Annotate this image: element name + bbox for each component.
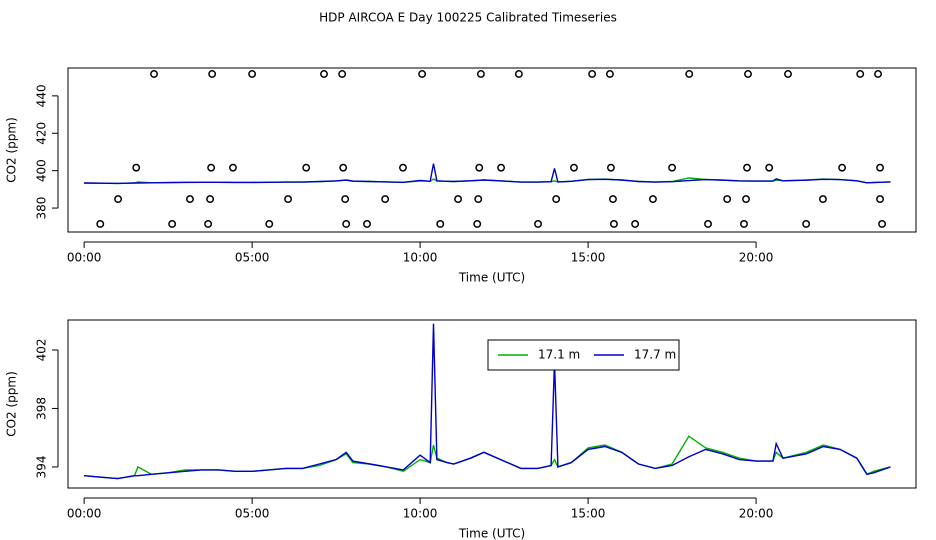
calibration-point <box>206 195 215 204</box>
calibration-point <box>818 195 827 204</box>
calibration-point <box>874 70 882 78</box>
calibration-point <box>838 163 847 172</box>
x-tick-label: 05:00 <box>235 251 270 265</box>
calibration-point <box>363 220 371 228</box>
legend-label: 17.1 m <box>538 348 580 362</box>
calibration-point <box>878 220 887 228</box>
calibration-point <box>474 195 483 204</box>
calibration-point <box>476 70 485 78</box>
calibration-point <box>668 163 677 172</box>
x-tick-label: 15:00 <box>571 507 606 521</box>
calibration-point <box>606 163 615 172</box>
calibration-point <box>339 163 348 172</box>
y-tick-label: 398 <box>35 397 49 420</box>
calibration-point <box>570 163 578 172</box>
x-tick-label: 00:00 <box>67 507 102 521</box>
plot-frame <box>67 319 917 489</box>
x-axis-title: Time (UTC) <box>458 271 525 285</box>
x-tick-label: 15:00 <box>571 251 606 265</box>
calibration-point <box>342 220 351 228</box>
y-tick-label: 402 <box>35 339 49 362</box>
x-tick-label: 20:00 <box>739 507 774 521</box>
x-tick-label: 20:00 <box>739 251 774 265</box>
y-tick-label: 420 <box>35 122 49 145</box>
calibration-point <box>497 163 506 172</box>
calibration-point <box>784 70 792 78</box>
y-tick-label: 440 <box>35 84 49 107</box>
calibration-point <box>265 220 274 228</box>
calibration-point <box>765 163 774 172</box>
calibration-point <box>856 70 865 78</box>
y-tick-label: 400 <box>35 159 49 182</box>
calibration-point <box>114 195 123 204</box>
x-tick-label: 10:00 <box>403 251 438 265</box>
legend-label: 17.7 m <box>634 348 676 362</box>
y-axis-title: CO2 (ppm) <box>5 371 19 437</box>
calibration-point <box>320 70 328 78</box>
calibration-point <box>876 163 885 172</box>
calibration-point <box>207 163 216 172</box>
calibration-point <box>740 220 748 228</box>
calibration-point <box>723 195 732 204</box>
series-line <box>84 163 891 185</box>
calibration-point <box>229 163 237 172</box>
calibration-point <box>552 195 561 204</box>
calibration-point <box>208 70 217 78</box>
calibration-point <box>685 70 694 78</box>
calibration-point <box>418 70 427 78</box>
calibration-point <box>704 220 712 228</box>
calibration-point <box>338 70 347 78</box>
y-tick-label: 380 <box>35 197 49 220</box>
calibration-point <box>302 163 311 172</box>
calibration-point <box>454 195 463 204</box>
calibration-point <box>381 195 390 204</box>
calibration-point <box>475 163 484 172</box>
calibration-point <box>802 220 811 228</box>
calibration-point <box>132 163 141 172</box>
calibration-point <box>744 70 752 78</box>
calibration-point <box>631 220 640 228</box>
calibration-point <box>150 70 158 78</box>
x-tick-label: 00:00 <box>67 251 102 265</box>
calibration-point <box>588 70 597 78</box>
calibration-point <box>876 195 885 204</box>
calibration-point <box>534 220 542 228</box>
calibration-point <box>743 163 751 172</box>
calibration-point <box>648 195 657 204</box>
calibration-point <box>605 70 614 78</box>
plot-frame <box>67 67 917 233</box>
calibration-point <box>284 195 293 204</box>
x-tick-label: 05:00 <box>235 507 270 521</box>
calibration-point <box>609 195 617 204</box>
calibration-point <box>168 220 177 228</box>
y-axis-title: CO2 (ppm) <box>5 117 19 183</box>
x-tick-label: 10:00 <box>403 507 438 521</box>
series-line <box>84 323 891 480</box>
calibration-point <box>473 220 482 228</box>
calibration-point <box>742 195 750 204</box>
x-axis-title: Time (UTC) <box>458 527 525 540</box>
calibration-point <box>341 195 350 204</box>
calibration-point <box>204 220 213 228</box>
series-line <box>84 435 891 480</box>
calibration-point <box>436 220 445 228</box>
calibration-point <box>399 163 407 172</box>
calibration-point <box>96 220 105 228</box>
calibration-point <box>248 70 257 78</box>
y-tick-label: 394 <box>35 455 49 478</box>
calibration-point <box>610 220 618 228</box>
calibration-point <box>186 195 194 204</box>
chart-title: HDP AIRCOA E Day 100225 Calibrated Times… <box>319 11 617 25</box>
calibration-point <box>514 70 523 78</box>
